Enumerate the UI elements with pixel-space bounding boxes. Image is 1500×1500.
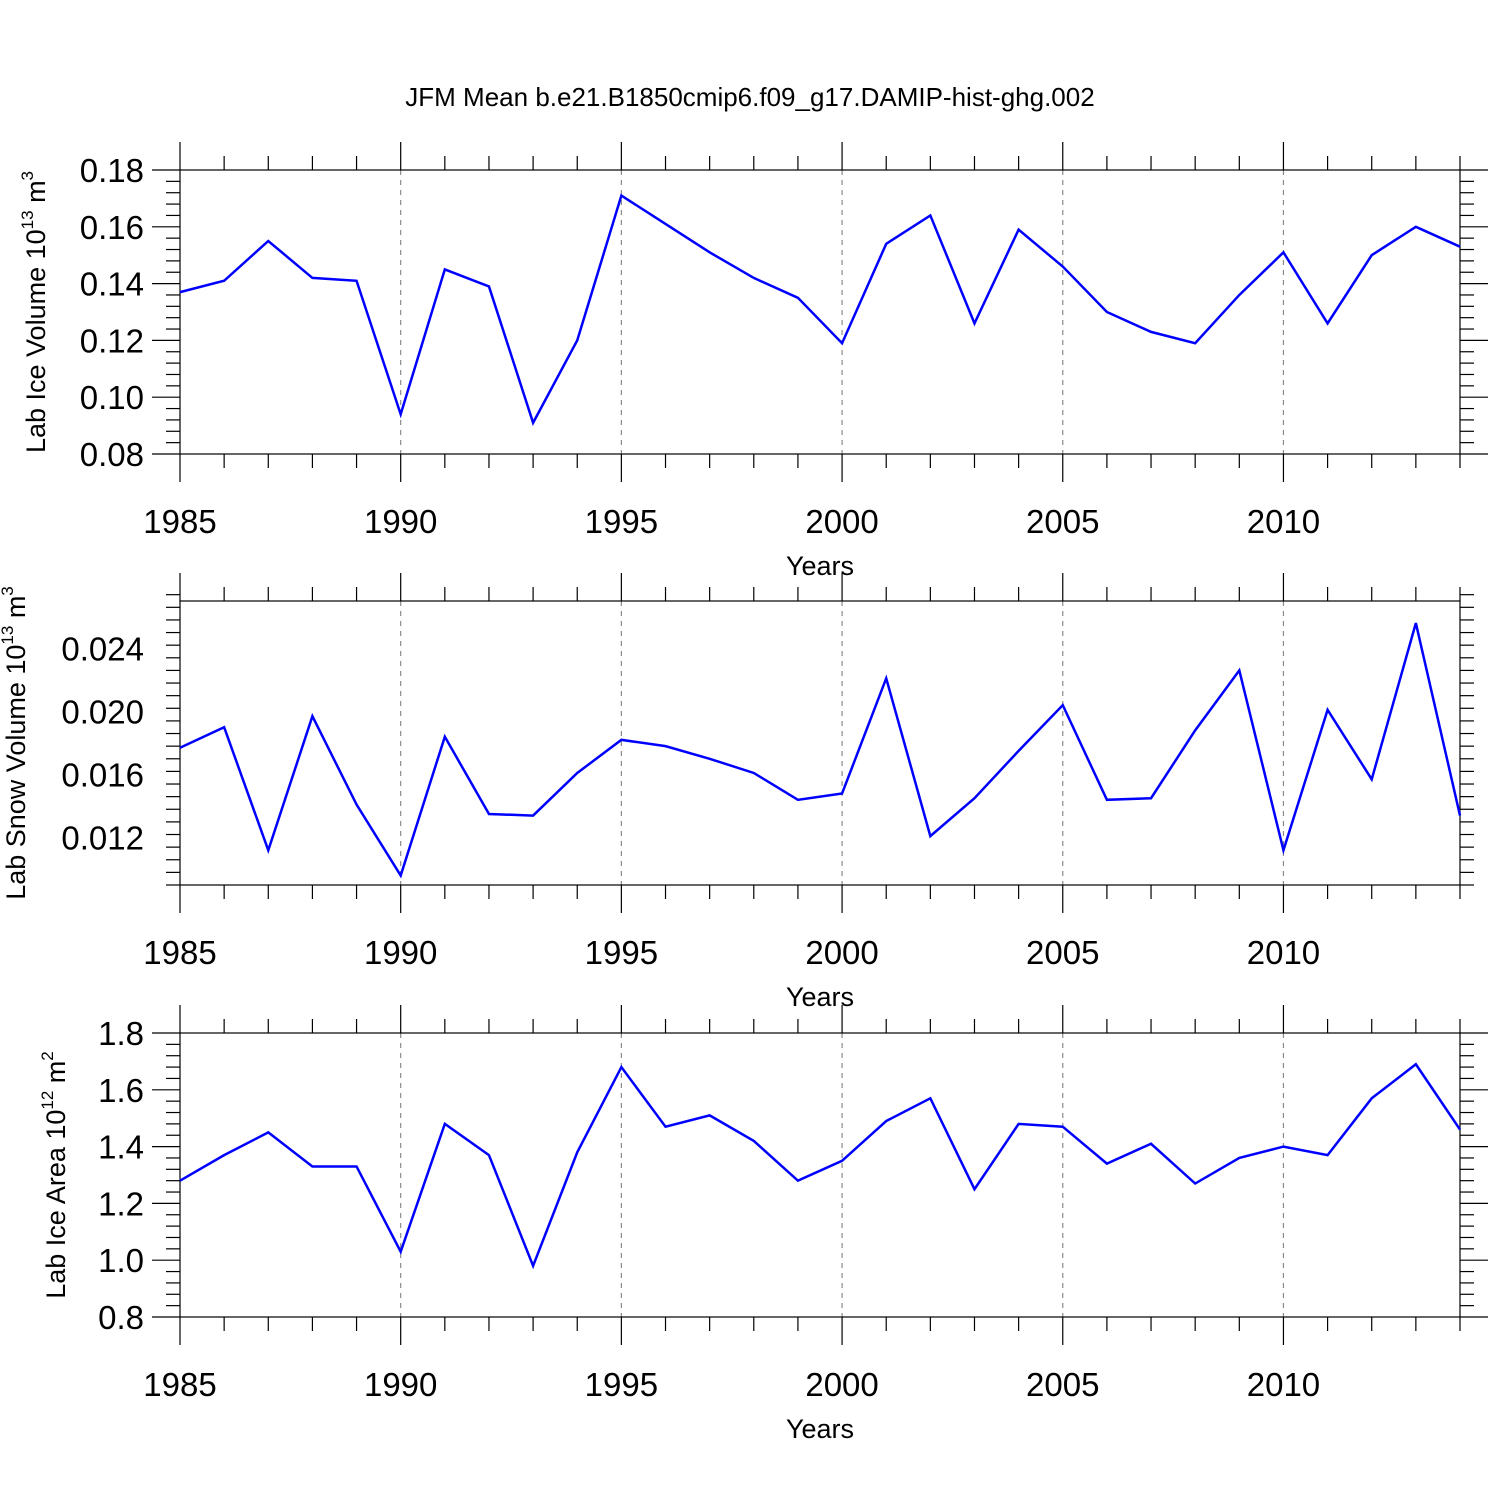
x-tick-label: 2005: [1026, 503, 1099, 540]
x-tick-label: 2000: [805, 503, 878, 540]
x-tick-label: 1995: [585, 1366, 658, 1403]
x-tick-label: 2005: [1026, 1366, 1099, 1403]
x-tick-label: 2000: [805, 934, 878, 971]
y-axis-title-main: Lab Snow Volume 10: [1, 645, 31, 900]
figure-title: JFM Mean b.e21.B1850cmip6.f09_g17.DAMIP-…: [405, 82, 1094, 112]
y-axis-title-unit: m: [1, 596, 31, 626]
x-tick-label: 2000: [805, 1366, 878, 1403]
y-tick-label: 0.016: [61, 757, 144, 794]
x-axis-title: Years: [786, 551, 854, 581]
y-axis-title-exp: 13: [0, 626, 17, 645]
y-tick-label: 0.08: [80, 436, 144, 473]
y-axis-title-unit-exp: 3: [18, 171, 37, 180]
x-tick-label: 2005: [1026, 934, 1099, 971]
y-tick-label: 0.024: [61, 630, 144, 667]
y-tick-label: 0.18: [80, 152, 144, 189]
panels: 1985 1990 1995 2000 2005 2010 0.08 0.10 0.12 0.14…: [0, 142, 1488, 1444]
y-axis-title: Lab Ice Volume 1013 m3: [18, 171, 51, 453]
y-axis-title: Lab Snow Volume 1013 m3: [0, 586, 31, 900]
y-tick-label: 0.020: [61, 693, 144, 730]
x-tick-label: 1985: [143, 503, 216, 540]
x-tick-label: 1995: [585, 503, 658, 540]
series-line: [179, 1062, 1462, 1270]
y-tick-label: 1.2: [98, 1185, 144, 1222]
y-tick-label: 1.0: [98, 1242, 144, 1279]
y-axis-title-unit-exp: 2: [38, 1051, 57, 1060]
y-tick-label: 1.8: [98, 1015, 144, 1052]
y-axis-title-exp: 13: [18, 210, 37, 229]
panel-3: 1985 1990 1995 2000 2005 2010 0.8 1.0 1.2 1.4 1.6 1…: [38, 1005, 1488, 1444]
x-tick-label: 1985: [143, 1366, 216, 1403]
x-tick-label: 1995: [585, 934, 658, 971]
x-tick-label: 2010: [1247, 934, 1320, 971]
y-axis-title-unit: m: [41, 1061, 71, 1091]
y-tick-label: 0.8: [98, 1299, 144, 1336]
y-tick-label: 1.4: [98, 1129, 144, 1166]
series-line: [179, 193, 1461, 426]
y-axis-title-unit-exp: 3: [0, 586, 17, 595]
plot-frame: [179, 1032, 1461, 1318]
x-tick-label: 1985: [143, 934, 216, 971]
y-tick-label: 0.10: [80, 379, 144, 416]
y-axis-title: Lab Ice Area 1012 m2: [38, 1051, 71, 1299]
y-axis-title-main: Lab Ice Area 10: [41, 1110, 71, 1299]
plot-frame: [179, 169, 1461, 455]
x-tick-label: 2010: [1247, 503, 1320, 540]
panel-2: 1985 1990 1995 2000 2005 2010 0.012 0.016 0.020 0…: [0, 573, 1474, 1012]
x-axis-title: Years: [786, 1414, 854, 1444]
x-tick-label: 1990: [364, 503, 437, 540]
y-axis-title-exp: 12: [38, 1091, 57, 1110]
y-tick-label: 0.14: [80, 266, 144, 303]
panel-1: 1985 1990 1995 2000 2005 2010 0.08 0.10 0.12 0.14…: [18, 142, 1488, 581]
x-tick-label: 2010: [1247, 1366, 1320, 1403]
y-tick-label: 0.12: [80, 322, 144, 359]
y-axis-title-unit: m: [21, 180, 51, 210]
y-tick-label: 1.6: [98, 1072, 144, 1109]
y-axis-title-main: Lab Ice Volume 10: [21, 229, 51, 453]
plot-frame: [179, 600, 1461, 886]
x-tick-label: 1990: [364, 934, 437, 971]
x-axis-title: Years: [786, 982, 854, 1012]
series-line: [179, 622, 1462, 879]
y-tick-label: 0.16: [80, 209, 144, 246]
x-tick-label: 1990: [364, 1366, 437, 1403]
y-tick-label: 0.012: [61, 820, 144, 857]
